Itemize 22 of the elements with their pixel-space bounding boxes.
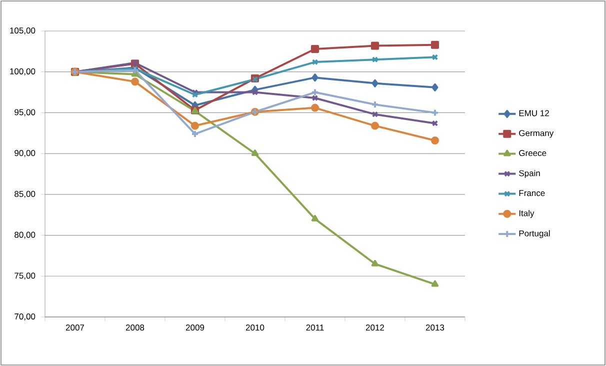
legend-label: Portugal	[519, 230, 550, 238]
x-tick-label: 2011	[306, 324, 324, 331]
legend-label: France	[519, 190, 545, 196]
y-tick-label: 95,00	[14, 109, 36, 116]
x-tick-label: 2009	[186, 324, 204, 331]
legend-label: EMU 12	[519, 110, 549, 116]
legend-label: Spain	[519, 170, 540, 178]
y-tick-label: 80,00	[14, 232, 36, 239]
legend-label: Germany	[519, 130, 554, 138]
legend-label: Greece	[519, 150, 546, 156]
y-tick-label: 70,00	[14, 313, 36, 320]
x-tick-label: 2008	[126, 324, 144, 331]
y-tick-label: 75,00	[14, 272, 36, 280]
y-tick-label: 85,00	[14, 190, 36, 198]
y-tick-label: 105,00	[10, 27, 36, 34]
x-tick-label: 2010	[246, 324, 264, 331]
x-tick-label: 2012	[366, 324, 384, 331]
y-tick-label: 100,00	[10, 68, 36, 76]
y-tick-label: 90,00	[14, 150, 36, 158]
legend-label: Italy	[519, 210, 534, 218]
x-tick-label: 2013	[426, 324, 444, 331]
x-tick-label: 2007	[66, 324, 84, 331]
